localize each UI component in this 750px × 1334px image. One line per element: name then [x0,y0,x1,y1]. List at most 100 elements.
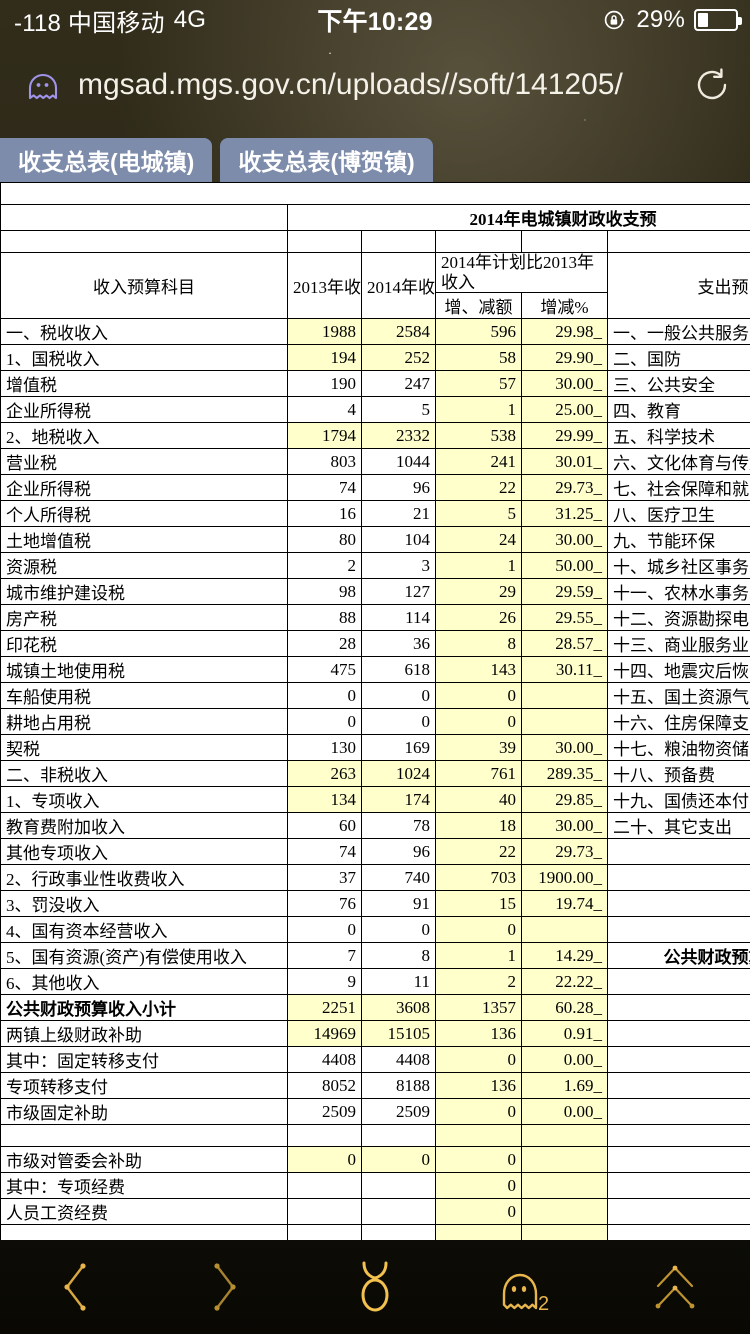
row-change-amount: 26 [435,604,522,632]
row-change-amount: 0 [435,1198,522,1226]
table-row[interactable]: 人员工资经费 0 [0,1198,750,1226]
table-row[interactable]: 6、其他收入 9 11 2 22.22_ [0,968,750,996]
table-row[interactable]: 车船使用税 0 0 0 十五、国土资源气 [0,682,750,710]
table-row[interactable]: 契税 130 169 39 30.00_ 十七、粮油物资储 [0,734,750,762]
row-subject: 增值税 [0,370,288,398]
row-change-amount: 136 [435,1072,522,1100]
nav-home-button[interactable] [320,1240,430,1334]
table-row[interactable]: 专项转移支付 8052 8188 136 1.69_ [0,1072,750,1100]
table-row[interactable]: 二、非税收入 263 1024 761 289.35_ 十八、预备费 [0,760,750,788]
table-row[interactable]: 市级对管委会补助 0 0 0 [0,1146,750,1174]
table-row[interactable]: 耕地占用税 0 0 0 十六、住房保障支 [0,708,750,736]
row-expense-subject [606,1124,750,1148]
table-row[interactable]: 个人所得税 16 21 5 31.25_ 八、医疗卫生 [0,500,750,528]
browser-address-bar[interactable]: mgsad.mgs.gov.cn/uploads//soft/141205/ [0,54,750,116]
table-row[interactable]: 一、税收收入 1988 2584 596 29.98_ 一、一般公共服务 [0,318,750,346]
table-row[interactable]: 4、国有资本经营收入 0 0 0 [0,916,750,944]
nav-menu-button[interactable] [620,1240,730,1334]
nav-tabs-button[interactable]: 2 [470,1240,580,1334]
row-expense-subject: 七、社会保障和就业 [606,474,750,502]
table-row[interactable]: 1、国税收入 194 252 58 29.90_ 二、国防 [0,344,750,372]
table-row[interactable]: 其中：专项经费 0 [0,1172,750,1200]
ghost-browser-icon [28,73,58,100]
tab-bohe[interactable]: 收支总表(博贺镇) [220,138,433,182]
table-row[interactable]: 土地增值税 80 104 24 30.00_ 九、节能环保 [0,526,750,554]
nav-forward-button[interactable] [170,1240,280,1334]
row-expense-subject: 六、文化体育与传媒 [606,448,750,476]
row-2014-plan: 1044 [361,448,436,476]
table-row[interactable]: 企业所得税 4 5 1 25.00_ 四、教育 [0,396,750,424]
table-row[interactable]: 资源税 2 3 1 50.00_ 十、城乡社区事务 [0,552,750,580]
nav-back-button[interactable] [20,1240,130,1334]
table-row[interactable] [0,1124,750,1148]
row-expense-subject [606,1146,750,1174]
tab-diancheng[interactable]: 收支总表(电城镇) [0,138,213,182]
row-2013-income: 80 [287,526,362,554]
battery-icon [694,9,742,31]
table-row[interactable] [0,1224,750,1240]
spreadsheet-viewport[interactable]: 2014年电城镇财政收支预收入预算科目2013年收入2014年收入计划2014年… [0,182,750,1240]
row-expense-subject: 一、一般公共服务 [606,318,750,346]
row-change-amount: 39 [435,734,522,762]
row-expense-subject [606,1098,750,1126]
band-c1 [287,230,362,253]
table-row[interactable]: 两镇上级财政补助 14969 15105 136 0.91_ [0,1020,750,1048]
row-subject: 土地增值税 [0,526,288,554]
header-change-percent: 增减% [521,292,608,320]
table-row[interactable]: 2、地税收入 1794 2332 538 29.99_ 五、科学技术 [0,422,750,450]
row-2014-plan: 252 [361,344,436,372]
row-2014-plan [361,1224,436,1240]
row-subject: 其中：固定转移支付 [0,1046,288,1074]
browser-bottom-nav: 2 [0,1240,750,1334]
row-change-amount: 0 [435,1046,522,1074]
row-2014-plan: 0 [361,708,436,736]
table-row[interactable]: 公共财政预算收入小计 2251 3608 1357 60.28_ [0,994,750,1022]
band-c4 [521,230,608,253]
row-change-amount: 241 [435,448,522,476]
row-2014-plan: 174 [361,786,436,814]
row-2014-plan: 127 [361,578,436,606]
row-subject: 两镇上级财政补助 [0,1020,288,1048]
row-change-percent: 30.00_ [521,812,608,840]
table-row[interactable]: 2、行政事业性收费收入 37 740 703 1900.00_ [0,864,750,892]
table-row[interactable]: 其中：固定转移支付 4408 4408 0 0.00_ [0,1046,750,1074]
row-expense-subject [606,1224,750,1240]
row-subject: 企业所得税 [0,474,288,502]
row-change-amount: 18 [435,812,522,840]
reload-icon[interactable] [692,65,732,105]
table-row[interactable]: 市级固定补助 2509 2509 0 0.00_ [0,1098,750,1126]
column-header-row-1: 收入预算科目2013年收入2014年收入计划2014年计划比2013年收入支出预 [0,251,750,320]
row-subject: 3、罚没收入 [0,890,288,918]
row-2014-plan: 36 [361,630,436,658]
row-subject: 2、行政事业性收费收入 [0,864,288,892]
row-2013-income: 190 [287,370,362,398]
table-row[interactable]: 印花税 28 36 8 28.57_ 十三、商业服务业 [0,630,750,658]
row-change-percent: 29.59_ [521,578,608,606]
network-type-label: 4G [173,6,207,33]
table-row[interactable]: 其他专项收入 74 96 22 29.73_ [0,838,750,866]
table-row[interactable]: 城市维护建设税 98 127 29 29.59_ 十一、农林水事务 [0,578,750,606]
url-text[interactable]: mgsad.mgs.gov.cn/uploads//soft/141205/ [78,68,623,101]
row-subject: 耕地占用税 [0,708,288,736]
table-row[interactable]: 1、专项收入 134 174 40 29.85_ 十九、国债还本付 [0,786,750,814]
table-row[interactable]: 增值税 190 247 57 30.00_ 三、公共安全 [0,370,750,398]
row-subject [0,1124,288,1148]
row-change-amount: 1 [435,942,522,970]
row-change-percent: 29.85_ [521,786,608,814]
row-2014-plan: 169 [361,734,436,762]
row-2014-plan [361,1124,436,1148]
table-row[interactable]: 3、罚没收入 76 91 15 19.74_ [0,890,750,918]
row-expense-subject [606,1198,750,1226]
table-row[interactable]: 教育费附加收入 60 78 18 30.00_ 二十、其它支出 [0,812,750,840]
row-change-amount: 24 [435,526,522,554]
row-change-amount: 0 [435,682,522,710]
row-change-percent: 28.57_ [521,630,608,658]
row-expense-subject: 三、公共安全 [606,370,750,398]
table-row[interactable]: 城镇土地使用税 475 618 143 30.11_ 十四、地震灾后恢 [0,656,750,684]
band-c0 [0,230,288,253]
